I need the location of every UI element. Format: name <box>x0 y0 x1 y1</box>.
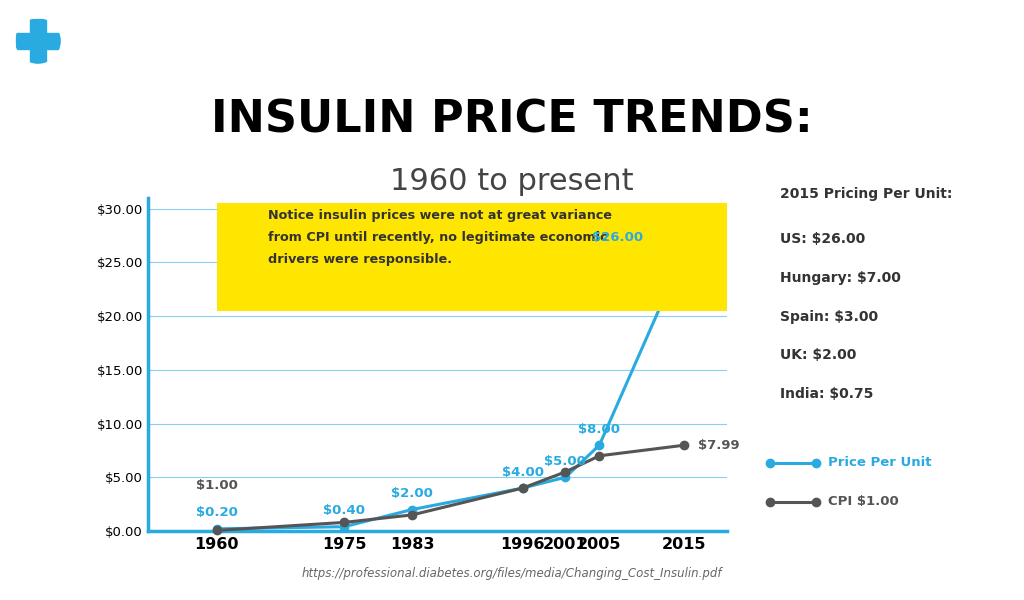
Text: Notice insulin prices were not at great variance
from CPI until recently, no leg: Notice insulin prices were not at great … <box>267 209 611 266</box>
Bar <box>31 19 46 63</box>
Text: Hungary: $7.00: Hungary: $7.00 <box>779 271 900 285</box>
Circle shape <box>13 17 62 65</box>
Text: $1.00: $1.00 <box>196 479 238 492</box>
Text: $2.00: $2.00 <box>391 487 433 500</box>
Text: India: $0.75: India: $0.75 <box>779 387 873 401</box>
Text: CPI $1.00: CPI $1.00 <box>827 495 899 508</box>
Text: $7.99: $7.99 <box>698 439 740 452</box>
Text: INSULIN PRICE TRENDS:: INSULIN PRICE TRENDS: <box>211 98 813 142</box>
Bar <box>31 19 46 63</box>
Text: 1960 to present: 1960 to present <box>390 167 634 196</box>
Text: $4.00: $4.00 <box>502 466 544 479</box>
Text: https://professional.diabetes.org/files/media/Changing_Cost_Insulin.pdf: https://professional.diabetes.org/files/… <box>302 567 722 580</box>
Text: 2015 Pricing Per Unit:: 2015 Pricing Per Unit: <box>779 187 952 200</box>
Text: $26.00: $26.00 <box>592 230 643 244</box>
Text: $0.40: $0.40 <box>324 504 366 517</box>
FancyBboxPatch shape <box>216 203 1024 311</box>
Bar <box>16 34 60 49</box>
Text: $0.20: $0.20 <box>196 506 238 520</box>
Polygon shape <box>71 3 115 86</box>
Text: US: $26.00: US: $26.00 <box>779 232 865 246</box>
Text: $8.00: $8.00 <box>579 422 621 436</box>
Bar <box>16 34 60 49</box>
Text: UK: $2.00: UK: $2.00 <box>779 348 856 362</box>
Text: Spain: $3.00: Spain: $3.00 <box>779 310 878 323</box>
Text: Price Per Unit: Price Per Unit <box>827 456 932 469</box>
Text: $5.00: $5.00 <box>545 455 587 468</box>
